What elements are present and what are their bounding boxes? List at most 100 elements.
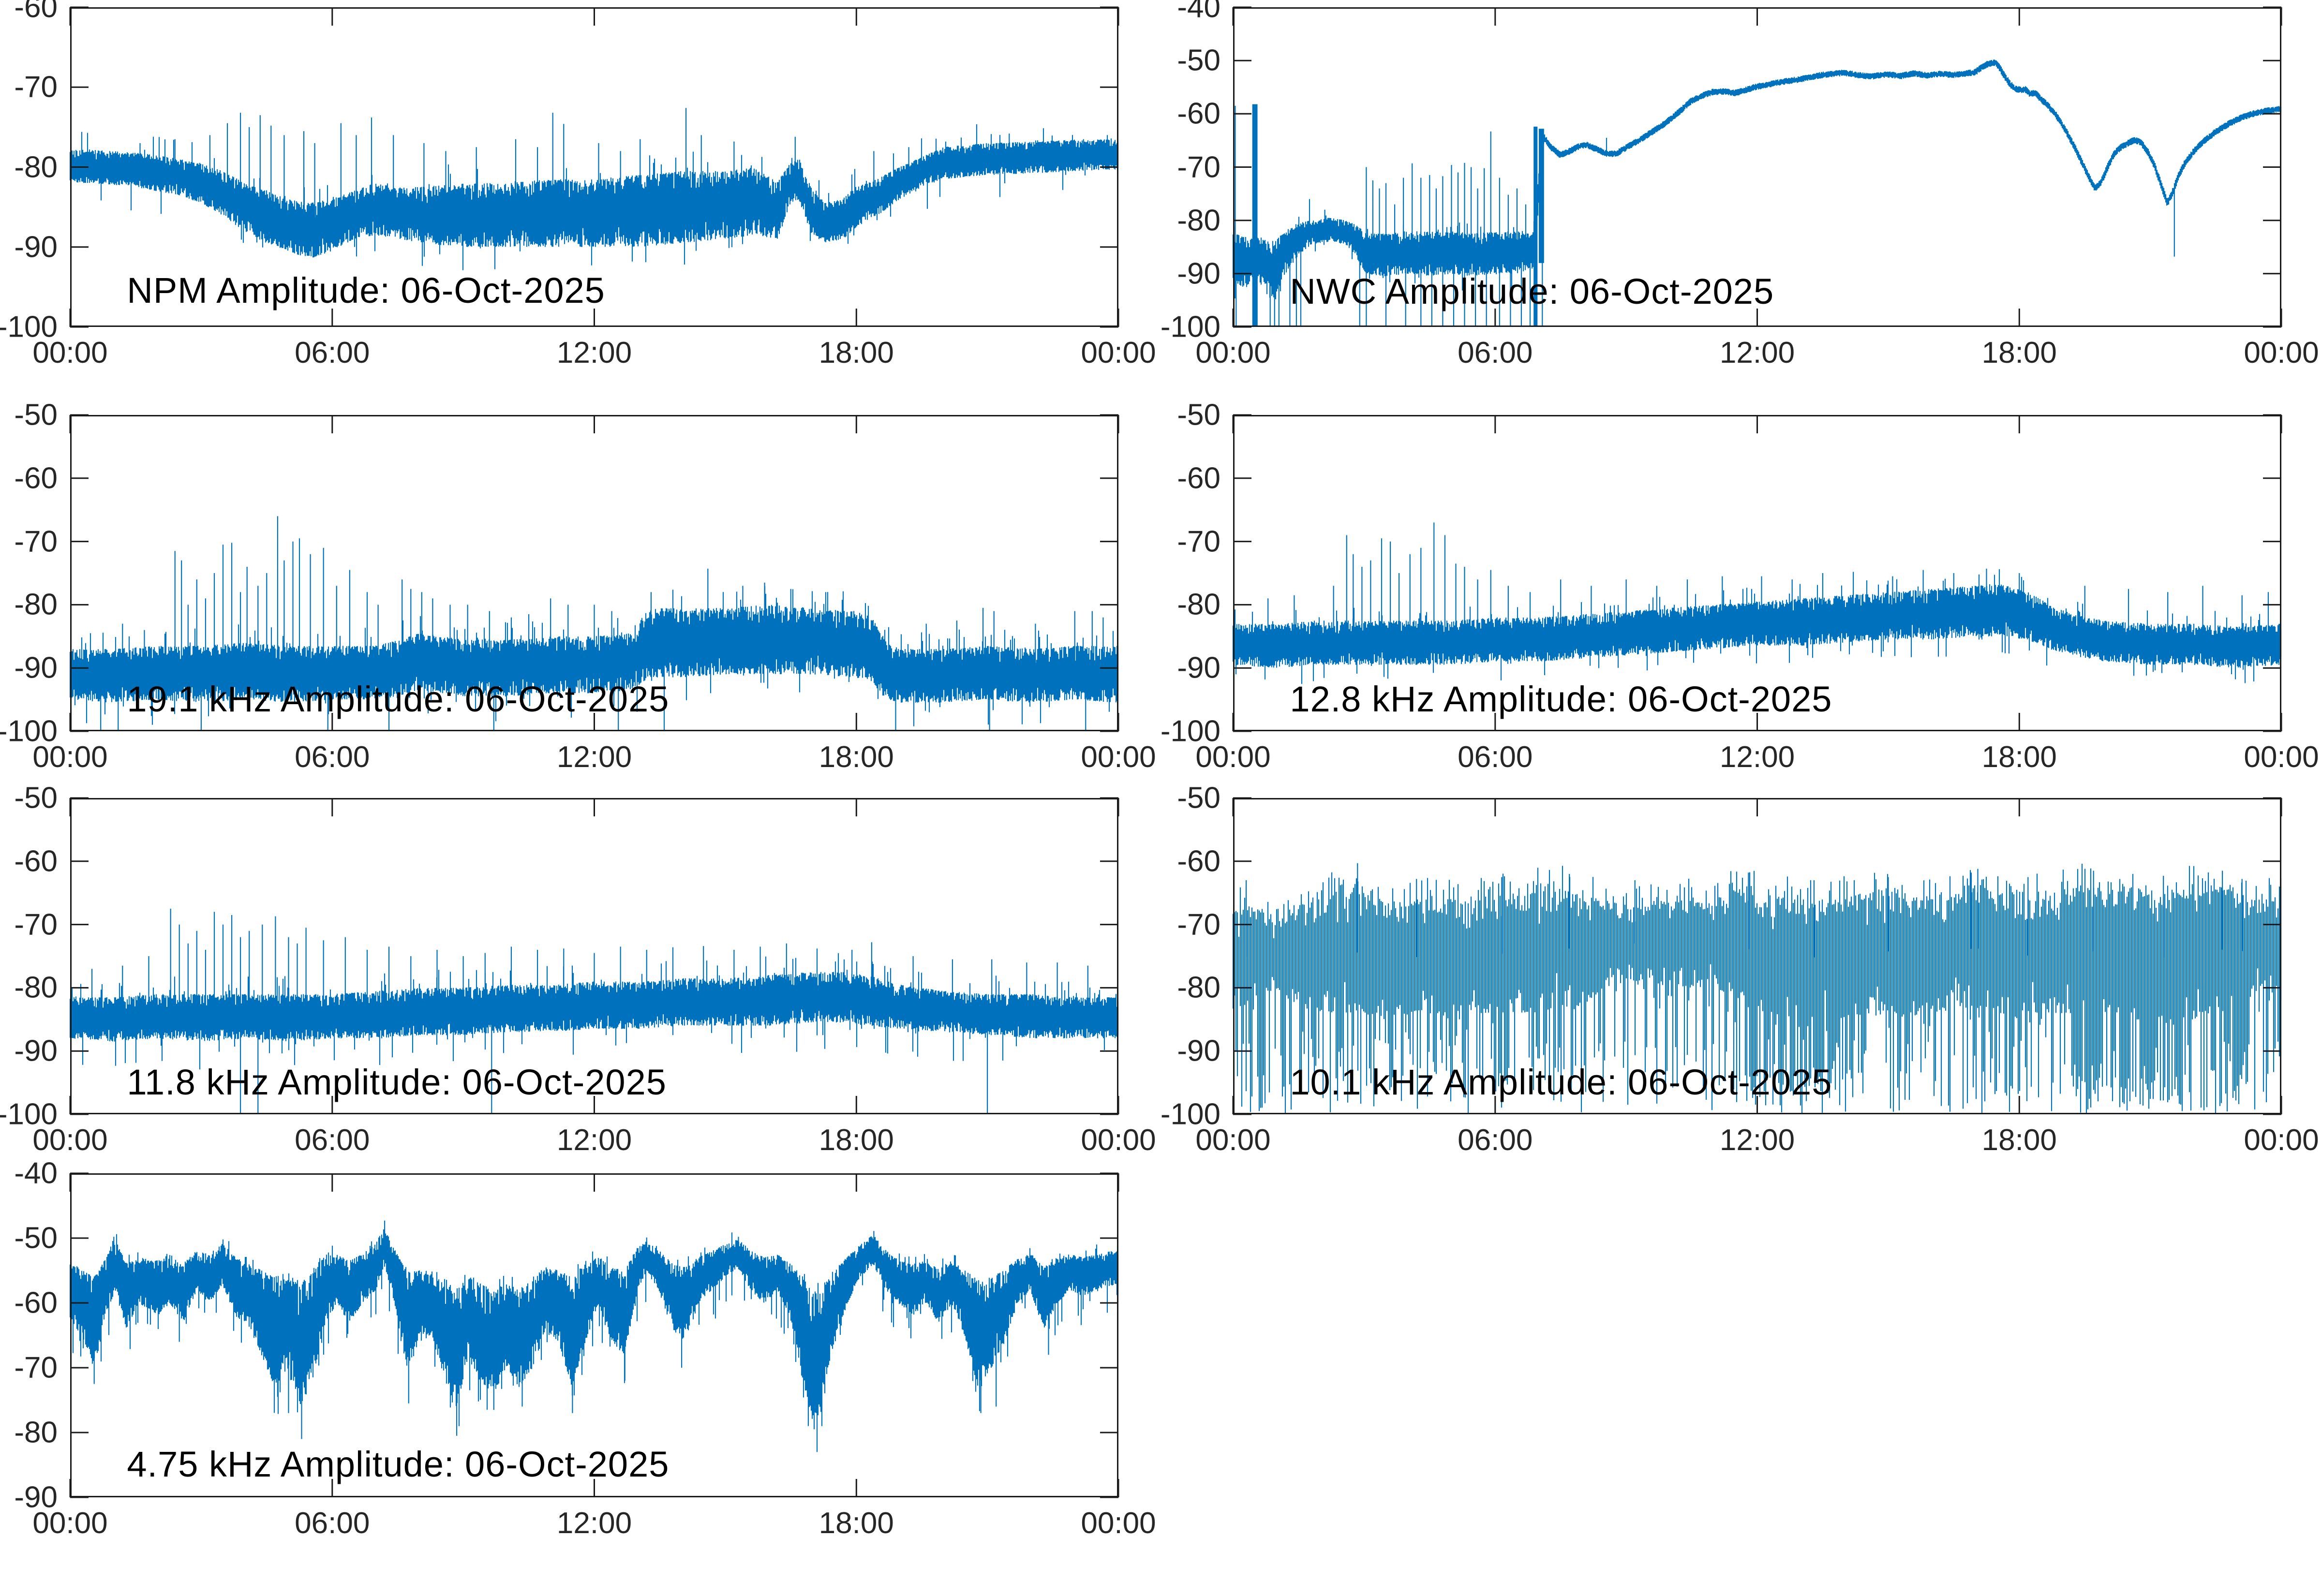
y-tick-label: -100 (0, 714, 58, 748)
axis-box (70, 7, 1118, 327)
x-tick-label: 18:00 (1981, 336, 2057, 369)
y-tick-label: -90 (1177, 1034, 1221, 1068)
y-tick-label: -80 (14, 588, 58, 621)
subplot-10-1-khz-amplitude: 10.1 kHz Amplitude: 06-Oct-2025 -50 -60 -7… (1161, 782, 2319, 1157)
y-tick-label: -100 (0, 1097, 58, 1131)
y-tick-label: -60 (1177, 461, 1221, 495)
x-tick-label: 06:00 (1458, 1123, 1533, 1157)
x-tick-label: 00:00 (1081, 336, 1156, 369)
axis-box (1233, 798, 2281, 1114)
y-tick-label: -50 (14, 398, 58, 432)
chart-title: 10.1 kHz Amplitude: 06-Oct-2025 (1290, 1062, 1832, 1102)
x-tick-label: 12:00 (556, 740, 632, 774)
x-tick-label: 12:00 (1719, 336, 1795, 369)
y-tick-label: -70 (14, 525, 58, 559)
series-bar (1533, 126, 1538, 327)
chart-canvas (1232, 797, 2282, 1115)
y-tick-label: -80 (1177, 971, 1221, 1005)
y-tick-label: -90 (1177, 651, 1221, 685)
x-tick-label: 18:00 (819, 1507, 894, 1540)
y-tick-label: -60 (14, 0, 58, 24)
y-tick-label: -90 (14, 1480, 58, 1514)
axis-box (70, 1173, 1118, 1497)
x-tick-label: 00:00 (1195, 336, 1271, 369)
x-tick-label: 12:00 (556, 336, 632, 369)
y-tick-label: -100 (1160, 1097, 1221, 1131)
chart-title: 19.1 kHz Amplitude: 06-Oct-2025 (127, 679, 670, 719)
x-tick-label: 00:00 (1081, 740, 1156, 774)
chart-title: 4.75 kHz Amplitude: 06-Oct-2025 (127, 1444, 670, 1484)
y-tick-label: -90 (1177, 257, 1221, 291)
chart-title: NPM Amplitude: 06-Oct-2025 (127, 270, 605, 310)
chart-canvas (69, 414, 1119, 732)
x-tick-label: 00:00 (1195, 1123, 1271, 1157)
x-tick-label: 00:00 (32, 1507, 108, 1540)
y-tick-label: -100 (1160, 714, 1221, 748)
y-tick-label: -60 (14, 844, 58, 878)
subplot-npm-amplitude: NPM Amplitude: 06-Oct-2025 -60 -70 -80 -90 -… (0, 0, 1156, 369)
x-tick-label: 12:00 (1719, 740, 1795, 774)
chart-canvas (1232, 6, 2282, 328)
chart-canvas (69, 797, 1119, 1115)
y-tick-label: -80 (14, 971, 58, 1005)
y-tick-label: -90 (14, 230, 58, 264)
subplot-12-8-khz-amplitude: 12.8 kHz Amplitude: 06-Oct-2025 -50 -60 -7… (1161, 399, 2319, 774)
y-tick-label: -90 (14, 651, 58, 685)
x-tick-label: 06:00 (295, 740, 370, 774)
y-tick-label: -100 (0, 310, 58, 344)
y-tick-label: -80 (14, 150, 58, 184)
y-tick-label: -70 (14, 70, 58, 104)
x-tick-label: 06:00 (1458, 740, 1533, 774)
y-tick-label: -50 (1177, 44, 1221, 77)
x-tick-label: 00:00 (32, 336, 108, 369)
chart-title: 11.8 kHz Amplitude: 06-Oct-2025 (127, 1062, 667, 1102)
series-bar (1539, 129, 1544, 263)
y-tick-label: -100 (1160, 310, 1221, 344)
y-tick-label: -70 (14, 908, 58, 942)
y-tick-label: -50 (1177, 781, 1221, 815)
x-tick-label: 12:00 (1719, 1123, 1795, 1157)
x-tick-label: 00:00 (1195, 740, 1271, 774)
x-tick-label: 00:00 (1081, 1123, 1156, 1157)
x-tick-label: 06:00 (295, 336, 370, 369)
x-tick-label: 06:00 (1458, 336, 1533, 369)
x-tick-label: 00:00 (32, 740, 108, 774)
axis-box (70, 415, 1118, 731)
y-tick-label: -60 (14, 1286, 58, 1320)
y-tick-label: -60 (14, 461, 58, 495)
subplot-19-1-khz-amplitude: 19.1 kHz Amplitude: 06-Oct-2025 -50 -60 -7… (0, 399, 1156, 774)
x-tick-label: 00:00 (32, 1123, 108, 1157)
chart-title: 12.8 kHz Amplitude: 06-Oct-2025 (1290, 679, 1832, 719)
y-tick-label: -50 (14, 1221, 58, 1255)
y-tick-label: -80 (14, 1416, 58, 1449)
y-tick-label: -50 (1177, 398, 1221, 432)
x-tick-label: 18:00 (819, 1123, 894, 1157)
y-tick-label: -70 (1177, 150, 1221, 184)
x-tick-label: 18:00 (819, 740, 894, 774)
y-tick-label: -70 (14, 1351, 58, 1385)
series-line (1232, 522, 2282, 684)
y-tick-label: -80 (1177, 588, 1221, 621)
y-tick-label: -70 (1177, 525, 1221, 559)
y-tick-label: -60 (1177, 97, 1221, 131)
y-tick-label: -60 (1177, 844, 1221, 878)
series-line (69, 1220, 1119, 1452)
subplot-11-8-khz-amplitude: 11.8 kHz Amplitude: 06-Oct-2025 -50 -60 -7… (0, 782, 1156, 1157)
y-tick-label: -50 (14, 781, 58, 815)
x-tick-label: 06:00 (295, 1123, 370, 1157)
y-tick-label: -40 (14, 1156, 58, 1190)
x-tick-label: 18:00 (1981, 1123, 2057, 1157)
x-tick-label: 00:00 (2244, 740, 2319, 774)
x-tick-label: 18:00 (819, 336, 894, 369)
series-bar (1252, 104, 1258, 327)
x-tick-label: 00:00 (1081, 1507, 1156, 1540)
y-tick-label: -70 (1177, 908, 1221, 942)
x-tick-label: 18:00 (1981, 740, 2057, 774)
y-tick-label: -40 (1177, 0, 1221, 24)
subplot-nwc-amplitude: NWC Amplitude: 06-Oct-2025 -40 -50 -60 -70 -… (1161, 0, 2319, 369)
axis-box (70, 798, 1118, 1114)
axis-box (1233, 7, 2281, 327)
series-line (69, 108, 1119, 270)
y-tick-label: -90 (14, 1034, 58, 1068)
